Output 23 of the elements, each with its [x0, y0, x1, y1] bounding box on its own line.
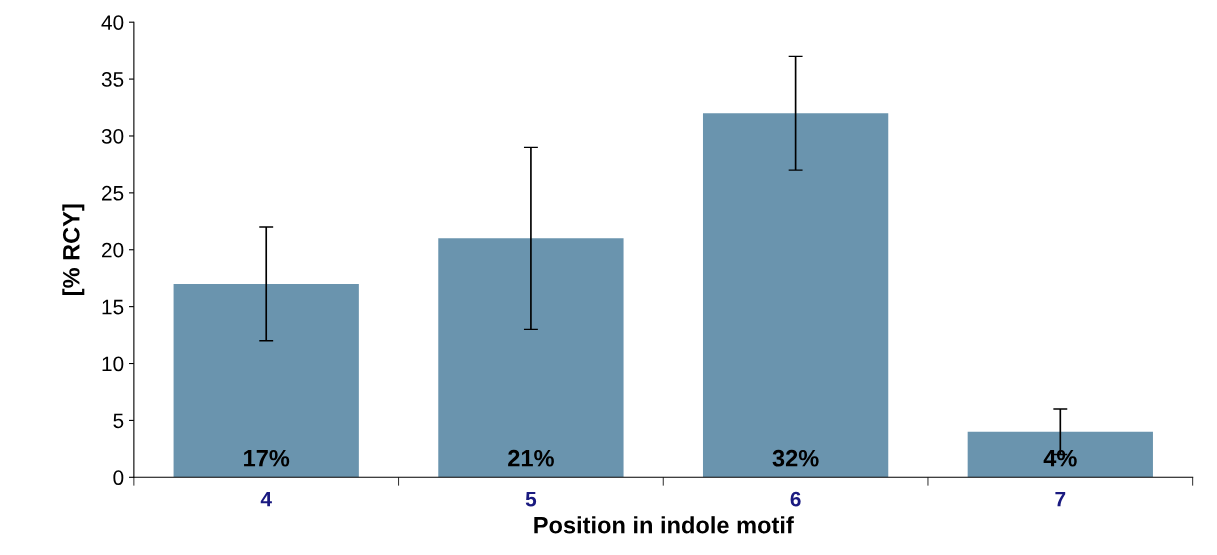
y-tick-label: 0	[113, 470, 124, 486]
y-tick-label: 30	[101, 128, 124, 144]
bar	[438, 238, 624, 478]
data-label: 32%	[772, 449, 819, 467]
x-tick-label: 5	[525, 491, 537, 507]
x-axis-title: Position in indole motif	[534, 516, 794, 534]
y-tick-label: 15	[102, 299, 124, 315]
data-label: 4%	[1043, 449, 1077, 467]
y-axis-title: [% RCY]	[62, 204, 85, 295]
y-tick-label: 35	[101, 72, 124, 87]
data-label: 21%	[508, 449, 554, 467]
bar	[967, 431, 1153, 478]
y-tick-label: 10	[102, 356, 124, 372]
y-tick-label: 20	[102, 242, 124, 258]
y-tick-label: 40	[101, 15, 124, 30]
x-tick-label: 7	[1055, 491, 1066, 507]
x-tick-label: 6	[790, 491, 801, 507]
data-label: 17%	[244, 449, 290, 467]
bar	[173, 283, 359, 478]
bar	[702, 113, 889, 478]
y-tick-label: 5	[113, 413, 124, 429]
x-tick-label: 4	[260, 491, 272, 507]
y-tick-label: 25	[102, 185, 124, 201]
